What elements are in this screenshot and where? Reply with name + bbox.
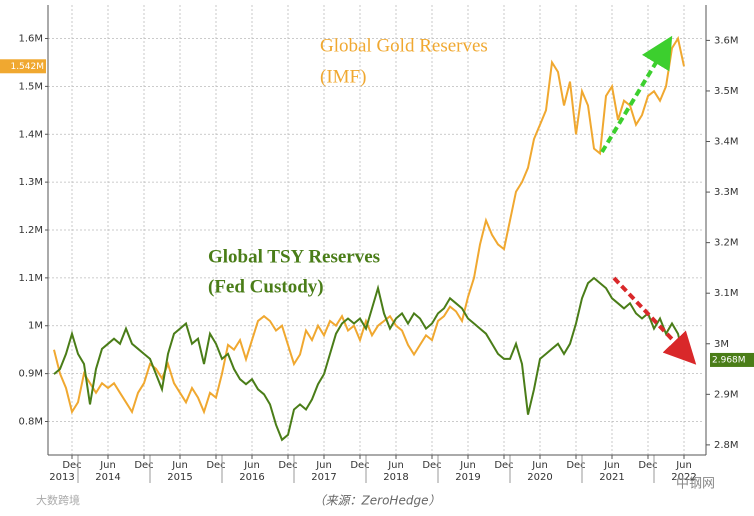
x-year-label: 2022 <box>671 472 696 483</box>
x-tick-label: Jun <box>387 460 404 471</box>
y2-tick-label: 2.9M <box>714 389 739 400</box>
x-year-label: 2016 <box>239 472 264 483</box>
y2-tick-label: 3.5M <box>714 86 739 97</box>
y2-tick-label: 3M <box>714 339 729 350</box>
y2-tick-label: 2.8M <box>714 440 739 451</box>
x-year-label: 2013 <box>49 472 74 483</box>
value-badge <box>710 352 754 367</box>
series-line <box>53 35 685 415</box>
value-label: 1.542M <box>10 62 44 72</box>
x-year-label: 2014 <box>95 472 120 483</box>
y-tick-label: 1.4M <box>18 129 43 140</box>
plot-area: 0.8M 0.9M 1M 1.1M 1.2M 1.3M 1.4M 1.5M 1.6M 2.8M 2.… <box>18 5 739 483</box>
x-year-label: 2018 <box>383 472 408 483</box>
value-label: 2.968M <box>712 355 746 365</box>
x-year-label: 2015 <box>167 472 192 483</box>
gold-sublabel: (IMF) <box>320 66 366 87</box>
x-tick-label: Jun <box>459 460 476 471</box>
y-tick-label: 1.5M <box>18 81 43 92</box>
x-tick-label: Dec <box>566 460 585 471</box>
y-tick-label: 0.8M <box>18 416 43 427</box>
x-tick-label: Dec <box>278 460 297 471</box>
x-tick-label: Jun <box>243 460 260 471</box>
x-tick-label: Jun <box>531 460 548 471</box>
x-tick-label: Jun <box>675 460 692 471</box>
y2-tick-label: 3.1M <box>714 288 739 299</box>
x-tick-label: Dec <box>206 460 225 471</box>
x-tick-label: Dec <box>422 460 441 471</box>
y-tick-label: 0.9M <box>18 369 43 380</box>
y-tick-label: 1M <box>28 321 43 332</box>
x-tick-label: Dec <box>134 460 153 471</box>
x-year-label: 2017 <box>311 472 336 483</box>
y-tick-label: 1.2M <box>18 225 43 236</box>
x-tick-label: Dec <box>638 460 657 471</box>
y2-tick-label: 3.6M <box>714 35 739 46</box>
value-badge <box>0 59 46 74</box>
x-year-label: 2020 <box>527 472 552 483</box>
y2-tick-label: 3.2M <box>714 238 739 249</box>
red-arrow <box>612 276 697 365</box>
tsy-label: Global TSY Reserves <box>208 246 380 267</box>
x-tick-label: Dec <box>350 460 369 471</box>
y-tick-label: 1.6M <box>18 34 43 45</box>
watermark: 中钢网 <box>676 477 715 492</box>
watermark: 大数跨境 <box>36 493 80 507</box>
y-tick-label: 1.1M <box>18 273 43 284</box>
x-year-label: 2019 <box>455 472 480 483</box>
series-line <box>53 276 685 442</box>
x-tick-label: Jun <box>171 460 188 471</box>
gold-label: Global Gold Reserves <box>320 35 488 56</box>
x-tick-label: Jun <box>315 460 332 471</box>
x-tick-label: Dec <box>494 460 513 471</box>
x-tick-label: Jun <box>603 460 620 471</box>
x-tick-label: Jun <box>99 460 116 471</box>
x-year-label: 2021 <box>599 472 624 483</box>
y-tick-label: 1.3M <box>18 177 43 188</box>
source: （来源：ZeroHedge） <box>314 494 441 508</box>
y2-tick-label: 3.3M <box>714 187 739 198</box>
y2-tick-label: 3.4M <box>714 137 739 148</box>
tsy-sublabel: (Fed Custody) <box>208 276 324 297</box>
x-tick-label: Dec <box>62 460 81 471</box>
green-arrow <box>600 35 673 154</box>
